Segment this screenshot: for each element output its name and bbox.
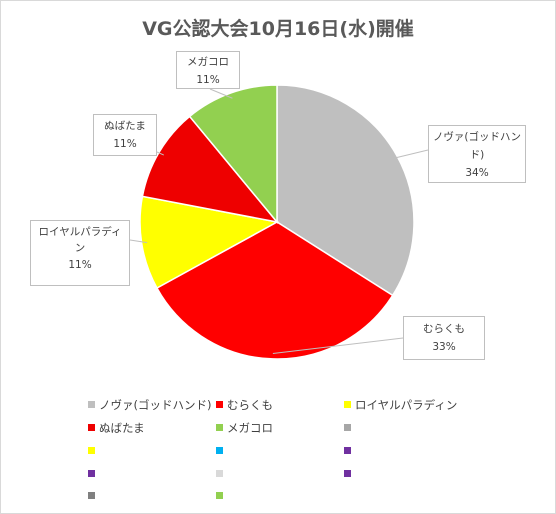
leader-line	[209, 88, 233, 99]
legend-item	[216, 444, 227, 458]
legend-item: ぬばたま	[88, 421, 145, 435]
legend-label: メガコロ	[227, 421, 273, 435]
legend-item	[88, 467, 99, 481]
slice-label-name: ぬばたま	[104, 120, 146, 132]
legend-item	[344, 421, 355, 435]
legend-item: むらくも	[216, 398, 273, 412]
slice-label-value: 34%	[465, 167, 489, 179]
slice-label-value: 11%	[113, 138, 137, 150]
legend-item	[88, 444, 99, 458]
legend-swatch	[216, 470, 223, 477]
legend-swatch	[88, 424, 95, 431]
pie-slice	[141, 115, 279, 224]
callout-royal-paladin: ロイヤルパラディン 11%	[30, 220, 130, 286]
legend-item: ロイヤルパラディン	[344, 398, 457, 412]
legend-item	[216, 489, 227, 503]
legend-label: ノヴァ(ゴッドハンド)	[99, 398, 212, 412]
legend-swatch	[88, 492, 95, 499]
legend-swatch	[88, 401, 95, 408]
slice-label-name: ノヴァ(ゴッドハンド)	[432, 131, 522, 161]
slice-label-value: 11%	[68, 259, 92, 271]
legend-swatch	[344, 424, 351, 431]
legend-swatch	[344, 401, 351, 408]
legend-item	[344, 467, 355, 481]
legend-item	[344, 444, 355, 458]
pie-slice	[276, 84, 415, 297]
chart-title: VG公認大会10月16日(水)開催	[142, 18, 414, 40]
slice-label-name: むらくも	[423, 323, 465, 335]
legend-item: ノヴァ(ゴッドハンド)	[88, 398, 211, 412]
legend-swatch	[216, 447, 223, 454]
slice-label-name: ロイヤルパラディン	[38, 226, 122, 254]
legend-item: メガコロ	[216, 421, 273, 435]
legend-label: ぬばたま	[99, 421, 145, 435]
legend-swatch	[216, 492, 223, 499]
legend-swatch	[344, 470, 351, 477]
callout-murakumo: むらくも 33%	[403, 316, 485, 360]
callout-megacolony: メガコロ 11%	[176, 51, 240, 89]
leader-line	[156, 151, 165, 156]
leader-line	[392, 149, 429, 160]
callout-nubatama: ぬばたま 11%	[93, 114, 157, 156]
legend-swatch	[216, 401, 223, 408]
leader-line	[129, 239, 148, 244]
legend-swatch	[88, 470, 95, 477]
legend-label: ロイヤルパラディン	[355, 398, 458, 412]
legend-swatch	[344, 447, 351, 454]
slice-label-value: 33%	[432, 341, 456, 353]
pie-slice	[188, 84, 278, 225]
legend-item	[216, 467, 227, 481]
slice-label-name: メガコロ	[187, 56, 229, 68]
pie-slice	[139, 195, 280, 290]
legend-swatch	[88, 447, 95, 454]
slice-label-value: 11%	[196, 74, 220, 86]
leader-line	[272, 337, 404, 354]
callout-nova: ノヴァ(ゴッドハンド) 34%	[428, 125, 526, 183]
legend-label: むらくも	[227, 398, 273, 412]
legend-swatch	[216, 424, 223, 431]
legend-item	[88, 489, 99, 503]
